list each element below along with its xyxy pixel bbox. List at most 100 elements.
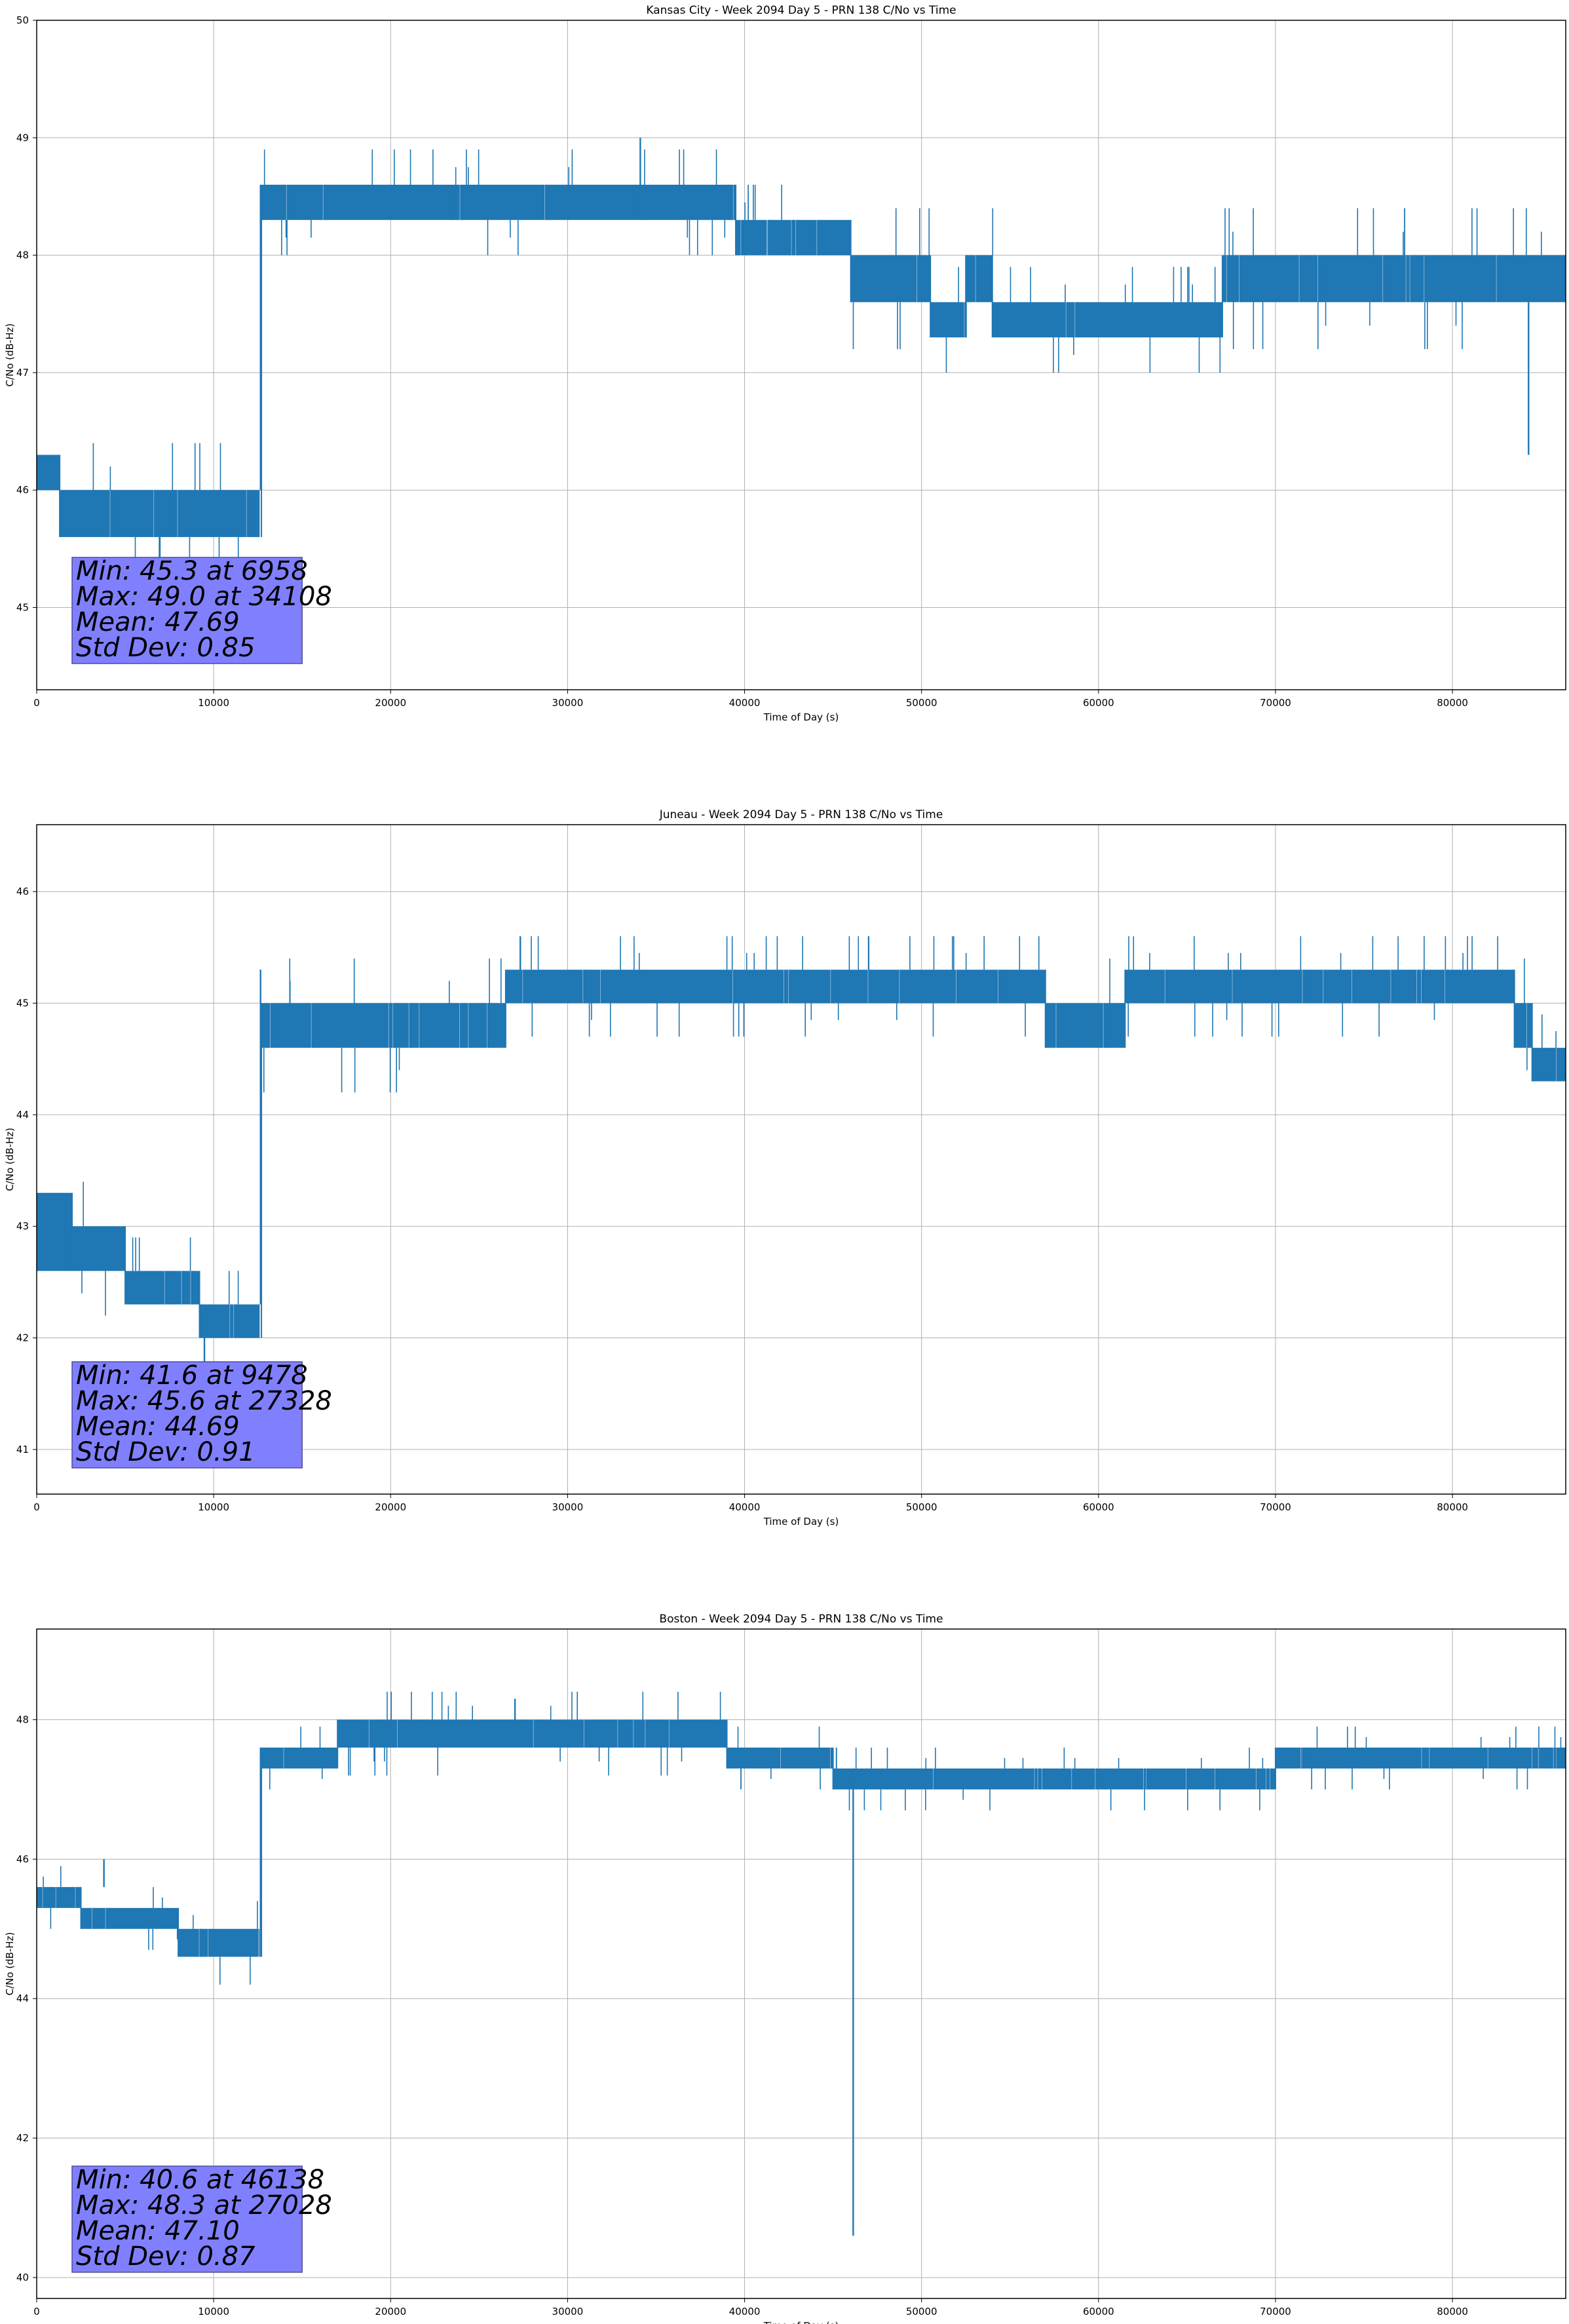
band-excursions (1224, 208, 1542, 349)
x-tick-label: 80000 (1437, 1501, 1468, 1513)
stats-line: Min: 40.6 at 46138 (76, 2165, 324, 2195)
x-tick-label: 50000 (906, 2306, 937, 2317)
y-tick-label: 41 (16, 1444, 29, 1455)
band-segment (992, 302, 1222, 338)
band-excursions (193, 1901, 261, 1985)
axes-frame (36, 20, 1566, 690)
series-c-no (37, 936, 1566, 1383)
y-tick-label: 46 (16, 1853, 29, 1865)
band-texture (975, 208, 991, 303)
band-excursions (263, 149, 434, 255)
x-tick-label: 70000 (1260, 1501, 1291, 1513)
x-tick-label: 0 (33, 1501, 40, 1513)
stats-line: Max: 45.6 at 27328 (76, 1386, 332, 1416)
y-axis-label: C/No (dB-Hz) (4, 1128, 16, 1191)
chart-1: 0 10000 20000 30000 40000 50000 60000 70000 8000… (4, 4, 1566, 723)
chart-2: 0 10000 20000 30000 40000 50000 60000 70000 8000… (4, 808, 1566, 1527)
band-excursions (93, 1886, 178, 1950)
band-texture (944, 267, 965, 373)
x-tick-label: 80000 (1437, 697, 1468, 709)
band-texture (1125, 936, 1513, 1037)
band-texture (1222, 208, 1540, 349)
band-excursions (1127, 936, 1515, 1037)
y-tick-label: 48 (16, 1714, 29, 1725)
x-tick-label: 0 (33, 697, 40, 709)
band-excursions (835, 1748, 1273, 1810)
stats-box (71, 1361, 303, 1469)
band-excursions (1524, 958, 1530, 1070)
band-segment (727, 1747, 833, 1769)
band-excursions (1057, 958, 1110, 1048)
x-tick-label: 30000 (552, 1501, 584, 1513)
chart-3: 0 10000 20000 30000 40000 50000 60000 70000 8000… (4, 1613, 1566, 2324)
band-texture (522, 936, 1038, 1037)
y-tick-label: 45 (16, 601, 29, 613)
stats-line: Min: 45.3 at 6958 (76, 556, 308, 586)
band-excursions (263, 958, 502, 1093)
stats-line: Min: 41.6 at 9478 (76, 1360, 308, 1391)
x-tick-label: 60000 (1083, 2306, 1114, 2317)
band-texture (92, 1886, 176, 1950)
x-tick-label: 10000 (198, 697, 229, 709)
band-excursions (348, 1691, 721, 1776)
band-segment (966, 255, 992, 303)
band-segment (261, 185, 453, 220)
band-segment (337, 1719, 727, 1748)
band-texture (1540, 1014, 1557, 1081)
band-texture (1522, 958, 1527, 1070)
band-segment (1222, 255, 1566, 303)
band-segment (60, 490, 260, 537)
band-excursions (852, 208, 930, 349)
band-excursions (1010, 267, 1221, 373)
y-tick-label: 40 (16, 2272, 29, 2283)
x-tick-label: 40000 (729, 2306, 761, 2317)
axes-frame (36, 824, 1566, 1495)
band-excursions (455, 149, 736, 255)
x-axis-label: Time of Day (s) (763, 1516, 839, 1527)
band-texture (736, 1727, 831, 1790)
chart-title: Juneau - Week 2094 Day 5 - PRN 138 C/No … (659, 808, 943, 821)
y-axis-label: C/No (dB-Hz) (4, 1932, 16, 1996)
x-tick-label: 30000 (552, 697, 584, 709)
band-texture (267, 1727, 321, 1790)
x-axis-label: Time of Day (s) (763, 711, 839, 723)
band-segment (261, 1003, 506, 1048)
x-tick-label: 80000 (1437, 2306, 1468, 2317)
band-segment (1045, 1003, 1125, 1048)
stats-line: Max: 49.0 at 34108 (76, 582, 332, 612)
band-excursions (742, 185, 820, 255)
y-tick-label: 46 (16, 484, 29, 496)
band-segment (1532, 1047, 1566, 1081)
x-tick-label: 70000 (1260, 697, 1291, 709)
y-tick-label: 44 (16, 1993, 29, 2004)
band-texture (79, 1182, 104, 1316)
band-texture (1055, 958, 1108, 1048)
x-tick-label: 10000 (198, 2306, 229, 2317)
x-tick-label: 20000 (375, 697, 406, 709)
y-tick-label: 43 (16, 1220, 29, 1232)
x-tick-label: 30000 (552, 2306, 584, 2317)
x-tick-label: 0 (33, 2306, 40, 2317)
stats-line: Std Dev: 0.87 (76, 2241, 255, 2272)
stats-box (71, 557, 303, 664)
band-excursions (229, 1271, 239, 1338)
band-excursions (1302, 1727, 1562, 1790)
x-tick-label: 20000 (375, 1501, 406, 1513)
band-texture (262, 149, 432, 255)
band-excursions (132, 1237, 202, 1321)
x-tick-label: 60000 (1083, 697, 1114, 709)
stats-line: Std Dev: 0.85 (76, 633, 255, 663)
band-excursions (737, 1727, 833, 1790)
band-texture (834, 1748, 1271, 1810)
x-tick-label: 50000 (906, 1501, 937, 1513)
x-tick-label: 20000 (375, 2306, 406, 2317)
band-segment (1275, 1747, 1566, 1769)
x-axis-label: Time of Day (s) (763, 2320, 839, 2324)
band-excursions (1541, 1014, 1559, 1081)
band-segment (125, 1271, 200, 1305)
y-tick-label: 46 (16, 886, 29, 897)
x-tick-label: 60000 (1083, 1501, 1114, 1513)
series-c-no (37, 138, 1566, 584)
